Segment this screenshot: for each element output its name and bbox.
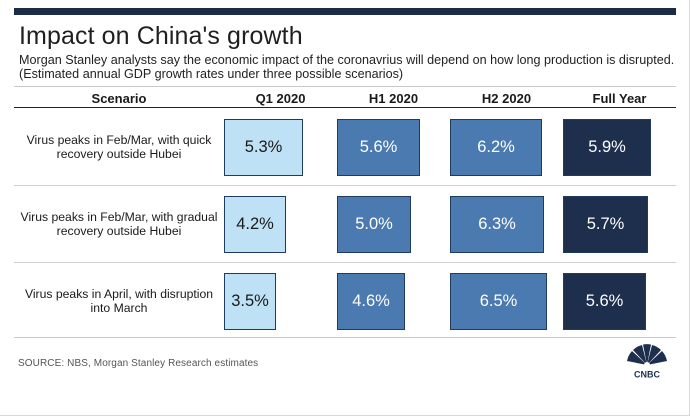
source-note: SOURCE: NBS, Morgan Stanley Research est… — [18, 358, 259, 369]
chart-subtitle: Morgan Stanley analysts say the economic… — [19, 53, 675, 81]
bar-value-label: 5.0% — [355, 215, 393, 233]
cnbc-peacock-logo: CNBC — [627, 344, 667, 380]
bar-q1: 4.2% — [224, 196, 286, 253]
bar-value-label: 6.5% — [479, 292, 518, 310]
row-divider — [14, 262, 676, 263]
row-divider — [14, 185, 676, 186]
bar-value-label: 4.6% — [352, 292, 390, 310]
bar-full-year: 5.9% — [563, 119, 651, 176]
column-header-q1: Q1 2020 — [255, 91, 306, 106]
bar-value-label: 5.7% — [586, 215, 625, 233]
bar-h2: 6.5% — [450, 273, 547, 330]
bar-value-label: 3.5% — [231, 292, 269, 310]
column-header-full-year: Full Year — [592, 91, 647, 106]
bar-value-label: 4.2% — [236, 215, 274, 233]
cnbc-logo-text: CNBC — [634, 370, 660, 380]
bar-h1: 5.0% — [337, 196, 411, 253]
bar-value-label: 6.2% — [477, 138, 515, 156]
bar-value-label: 5.9% — [588, 138, 626, 156]
scenario-label: Virus peaks in Feb/Mar, with gradual rec… — [20, 209, 218, 238]
column-header-h2: H2 2020 — [481, 91, 532, 106]
bar-h2: 6.3% — [450, 196, 544, 253]
scenario-label: Virus peaks in April, with disruption in… — [24, 286, 214, 315]
column-header-scenario: Scenario — [91, 91, 147, 106]
bar-h2: 6.2% — [450, 119, 542, 176]
header-top-rule — [14, 86, 676, 87]
bar-h1: 5.6% — [337, 119, 420, 176]
bar-q1: 3.5% — [224, 273, 276, 330]
bar-q1: 5.3% — [224, 119, 303, 176]
column-header-h1: H1 2020 — [368, 91, 419, 106]
scenario-label: Virus peaks in Feb/Mar, with quick recov… — [26, 132, 212, 161]
bar-value-label: 5.6% — [585, 292, 624, 310]
bar-full-year: 5.7% — [563, 196, 648, 253]
header-bottom-rule — [14, 107, 676, 108]
bar-full-year: 5.6% — [563, 273, 646, 330]
chart-title: Impact on China's growth — [19, 22, 303, 50]
bar-value-label: 5.3% — [244, 138, 283, 156]
bar-h1: 4.6% — [337, 273, 405, 330]
top-accent-bar — [14, 8, 676, 15]
bar-value-label: 5.6% — [359, 138, 398, 156]
bar-value-label: 6.3% — [478, 215, 516, 233]
footer-rule — [14, 337, 676, 338]
